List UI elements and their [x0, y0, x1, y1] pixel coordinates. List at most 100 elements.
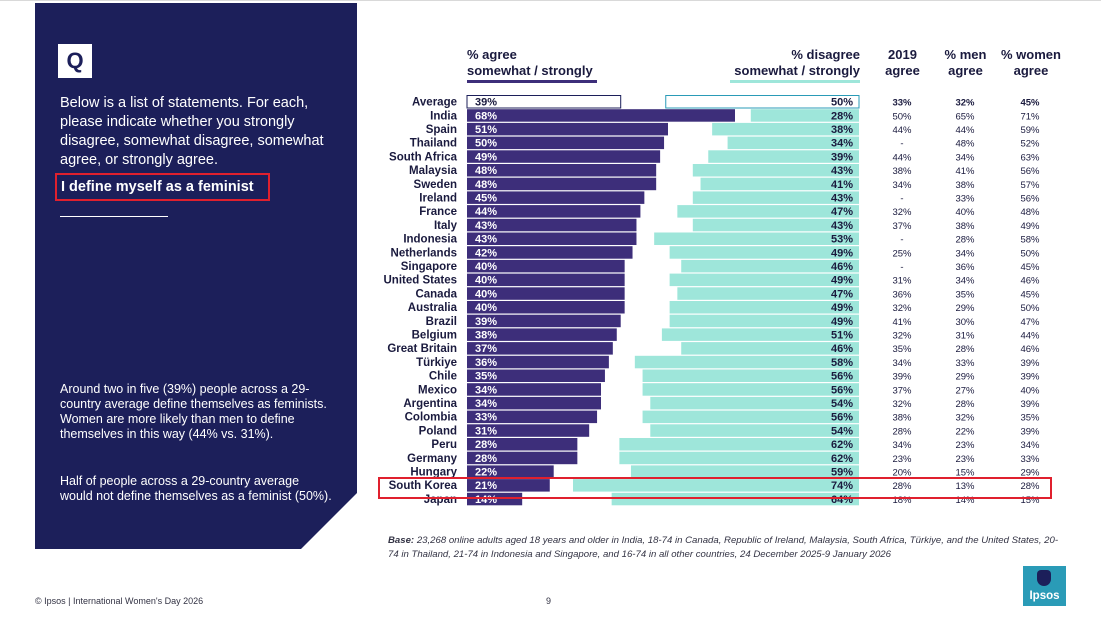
disagree-value-label: 49% [831, 275, 853, 287]
cell-2019-agree: - [900, 193, 903, 204]
agree-bar [467, 424, 590, 437]
cell-2019-agree: 33% [892, 98, 912, 109]
cell-women-agree: 35% [1020, 413, 1040, 424]
ipsos-logo: Ipsos [1023, 566, 1066, 606]
agree-value-label: 50% [475, 138, 497, 150]
agree-value-label: 28% [475, 453, 497, 465]
cell-men-agree: 33% [955, 193, 975, 204]
country-label: South Africa [389, 151, 458, 163]
disagree-value-label: 50% [831, 97, 853, 109]
disagree-bar [650, 424, 859, 437]
cell-2019-agree: 23% [892, 454, 912, 465]
cell-men-agree: 28% [955, 235, 975, 246]
agree-value-label: 42% [475, 247, 497, 259]
disagree-bar [619, 438, 859, 451]
disagree-bar [642, 410, 859, 424]
disagree-bar [708, 150, 859, 163]
disagree-value-label: 43% [831, 220, 853, 232]
agree-value-label: 68% [475, 110, 497, 122]
disagree-bar [727, 136, 859, 150]
cell-men-agree: 34% [955, 248, 975, 259]
agree-bar [467, 287, 625, 300]
disagree-value-label: 47% [831, 206, 853, 218]
disagree-value-label: 59% [831, 466, 853, 478]
cell-men-agree: 22% [955, 426, 975, 437]
highlight-box [378, 477, 1052, 499]
cell-women-agree: 28% [1020, 481, 1040, 492]
agree-bar [467, 355, 609, 369]
agree-bar [467, 479, 550, 492]
agree-value-label: 48% [475, 179, 497, 191]
cell-women-agree: 34% [1020, 440, 1040, 451]
disagree-bar [630, 465, 859, 478]
agree-bar [467, 191, 645, 204]
header-2019-line1: 2019 [888, 47, 917, 62]
disagree-bar [677, 205, 859, 218]
summary-paragraph-1: Around two in five (39%) people across a… [60, 382, 327, 441]
cell-women-agree: 47% [1020, 317, 1040, 328]
agree-value-label: 40% [475, 302, 497, 314]
agree-value-label: 31% [475, 425, 497, 437]
disagree-value-label: 56% [831, 384, 853, 396]
header-agree: % agree somewhat / strongly [467, 47, 593, 78]
country-label: Italy [434, 220, 458, 232]
agree-bar [467, 246, 633, 259]
cell-2019-agree: 28% [892, 481, 912, 492]
agree-value-label: 38% [475, 329, 497, 341]
disagree-bar [650, 396, 859, 410]
agree-bar [467, 492, 523, 506]
cell-women-agree: 45% [1020, 262, 1040, 273]
cell-men-agree: 40% [955, 207, 975, 218]
agree-value-label: 43% [475, 234, 497, 246]
cell-2019-agree: 18% [892, 495, 912, 506]
cell-2019-agree: - [900, 139, 903, 150]
disagree-value-label: 53% [831, 234, 853, 246]
agree-bar [467, 218, 637, 232]
header-women-line2: agree [1013, 62, 1049, 78]
header-disagree-line2: somewhat / strongly [734, 62, 860, 78]
country-label: Singapore [401, 261, 457, 273]
country-label: Hungary [410, 466, 457, 478]
disagree-bar [642, 383, 859, 396]
country-label: Average [412, 97, 457, 109]
cell-2019-agree: 38% [892, 413, 912, 424]
cell-men-agree: 13% [955, 481, 975, 492]
disagree-value-label: 38% [831, 124, 853, 136]
header-men: % men agree [938, 47, 993, 78]
disagree-value-label: 62% [831, 439, 853, 451]
agree-value-label: 48% [475, 165, 497, 177]
cell-men-agree: 48% [955, 139, 975, 150]
cell-men-agree: 29% [955, 372, 975, 383]
disagree-value-label: 49% [831, 316, 853, 328]
disagree-bar [634, 355, 859, 369]
cell-women-agree: 44% [1020, 330, 1040, 341]
disagree-value-label: 54% [831, 425, 853, 437]
panel-divider [60, 216, 168, 217]
disagree-bar [573, 479, 859, 492]
top-rule [0, 0, 1101, 1]
agree-bar [467, 342, 613, 355]
cell-women-agree: 56% [1020, 166, 1040, 177]
country-label: Germany [407, 453, 457, 465]
disagree-value-label: 54% [831, 398, 853, 410]
country-label: Thailand [410, 138, 457, 150]
cell-men-agree: 35% [955, 289, 975, 300]
cell-2019-agree: 34% [892, 440, 912, 451]
cell-2019-agree: 36% [892, 289, 912, 300]
cell-women-agree: 33% [1020, 454, 1040, 465]
base-label: Base: [388, 535, 415, 546]
disagree-bar [619, 451, 859, 465]
agree-bar [467, 451, 578, 465]
cell-men-agree: 38% [955, 221, 975, 232]
country-label: India [430, 110, 457, 122]
disagree-value-label: 62% [831, 453, 853, 465]
disagree-value-label: 39% [831, 151, 853, 163]
agree-bar [467, 232, 637, 245]
agree-value-label: 40% [475, 288, 497, 300]
disagree-bar [654, 232, 859, 245]
header-women: % women agree [1000, 47, 1062, 78]
cell-women-agree: 71% [1020, 111, 1040, 122]
cell-women-agree: 46% [1020, 344, 1040, 355]
header-2019: 2019 agree [875, 47, 930, 78]
logo-mark-icon [1037, 570, 1051, 586]
